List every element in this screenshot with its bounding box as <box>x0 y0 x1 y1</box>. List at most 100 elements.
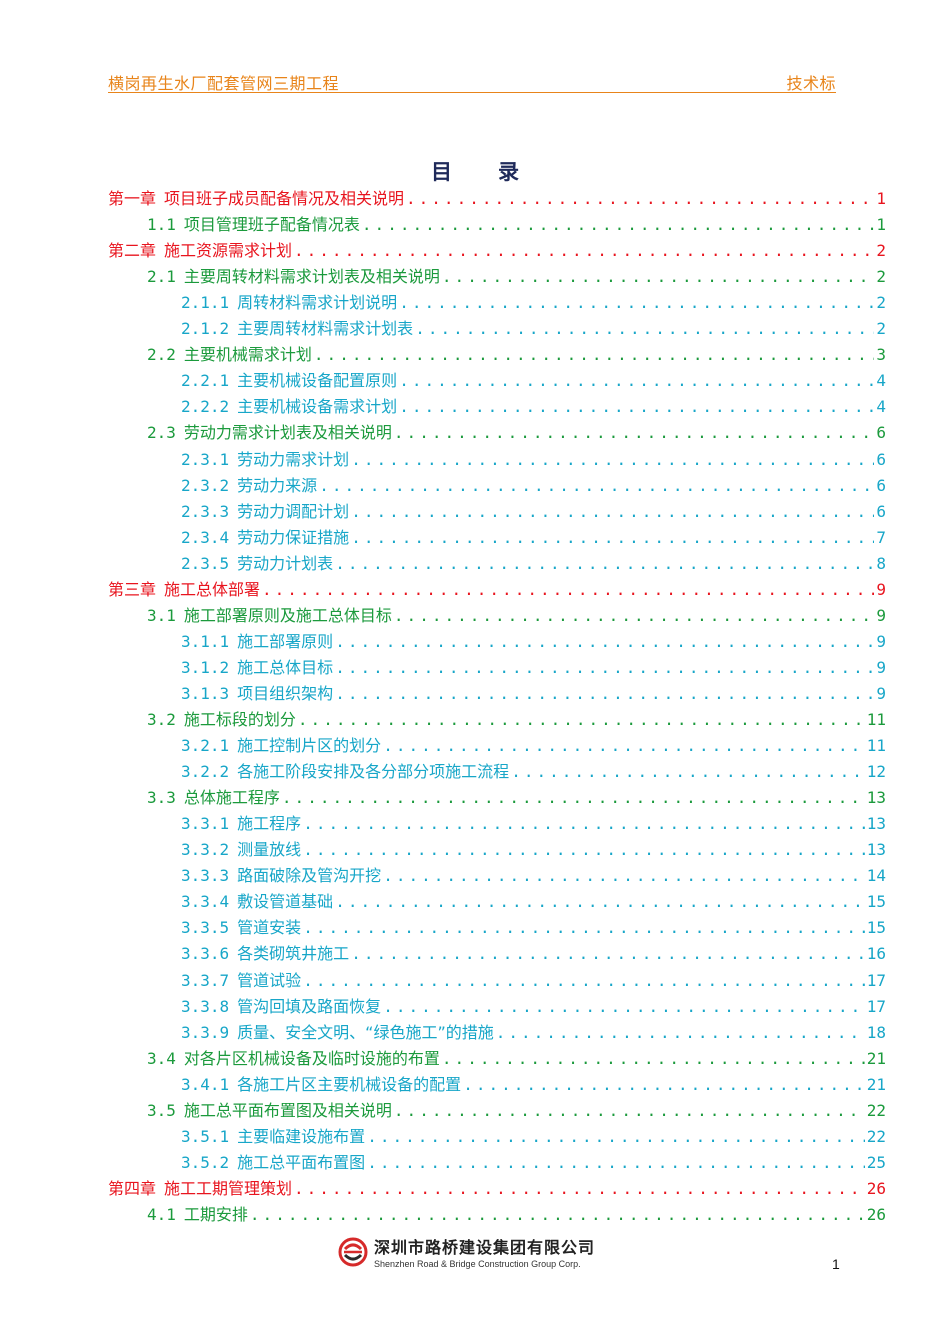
toc-entry[interactable]: 2.3.5 劳动力计划表 8 <box>181 553 886 577</box>
toc-entry[interactable]: 2.3.3 劳动力调配计划 6 <box>181 501 886 525</box>
toc-entry-number: 4.1 <box>147 1204 176 1224</box>
toc-entry-page: 11 <box>866 736 886 756</box>
toc-entry[interactable]: 3.1.2 施工总体目标 9 <box>181 657 886 681</box>
toc-entry[interactable]: 2.3.2 劳动力来源 6 <box>181 475 886 499</box>
toc-entry-title: 各类砌筑井施工 <box>237 944 350 964</box>
toc-entry-page: 13 <box>866 840 886 860</box>
toc-dot-leader <box>367 1126 865 1148</box>
toc-entry-number: 3.3.1 <box>181 814 230 834</box>
toc-entry-number: 2.3 <box>147 423 176 443</box>
toc-entry-number: 3.4.1 <box>181 1074 230 1094</box>
toc-entry-title: 主要临建设施布置 <box>237 1126 366 1146</box>
toc-entry-number: 2.3.4 <box>181 527 230 547</box>
toc-entry-page: 4 <box>876 397 886 417</box>
toc-entry[interactable]: 3.2.2 各施工阶段安排及各分部分项施工流程 12 <box>181 761 886 785</box>
toc-entry-title: 主要机械设备需求计划 <box>237 397 398 417</box>
toc-entry[interactable]: 3.1 施工部署原则及施工总体目标 9 <box>147 605 886 629</box>
toc-entry[interactable]: 3.5.2 施工总平面布置图 25 <box>181 1152 886 1176</box>
toc-entry-page: 2 <box>876 293 886 313</box>
toc-entry-number: 3.1.1 <box>181 631 230 651</box>
toc-entry[interactable]: 3.5 施工总平面布置图及相关说明 22 <box>147 1100 886 1124</box>
toc-entry-title: 管道试验 <box>237 970 302 990</box>
toc-entry-number: 3.2 <box>147 710 176 729</box>
toc-dot-leader <box>442 1048 865 1070</box>
toc-entry-title: 施工总体部署 <box>164 579 261 599</box>
toc-entry[interactable]: 3.3.1 施工程序 13 <box>181 813 886 837</box>
toc-entry-page: 9 <box>876 631 886 651</box>
toc-entry[interactable]: 1.1 项目管理班子配备情况表 1 <box>147 214 886 238</box>
toc-entry-title: 施工总平面布置图 <box>237 1152 366 1172</box>
toc-entry[interactable]: 3.4 对各片区机械设备及临时设施的布置 21 <box>147 1048 886 1072</box>
toc-entry-number: 3.5.2 <box>181 1152 230 1172</box>
toc-dot-leader <box>399 370 874 392</box>
toc-entry-page: 9 <box>876 579 886 599</box>
toc-entry[interactable]: 3.3.7 管道试验 17 <box>181 970 886 994</box>
toc-entry[interactable]: 2.1.1 周转材料需求计划说明 2 <box>181 292 886 316</box>
toc-entry[interactable]: 2.3 劳动力需求计划表及相关说明 6 <box>147 422 886 446</box>
toc-entry[interactable]: 2.2 主要机械需求计划 3 <box>147 344 886 368</box>
toc-entry-number: 3.3.5 <box>181 918 230 938</box>
toc-entry[interactable]: 2.2.2 主要机械设备需求计划 4 <box>181 396 886 420</box>
toc-dot-leader <box>351 943 865 965</box>
toc-entry-number: 第二章 <box>108 241 157 261</box>
toc-entry-page: 9 <box>876 683 886 703</box>
toc-entry-title: 施工部署原则及施工总体目标 <box>183 605 392 625</box>
toc-dot-leader <box>294 240 874 262</box>
toc-entry[interactable]: 3.3.3 路面破除及管沟开挖 14 <box>181 865 886 889</box>
toc-entry-title: 施工部署原则 <box>237 631 334 651</box>
toc-dot-leader <box>319 475 874 497</box>
toc-entry-title: 项目管理班子配备情况表 <box>183 215 360 235</box>
toc-entry-title: 劳动力来源 <box>237 475 318 495</box>
toc-dot-leader <box>406 188 874 210</box>
toc-dot-leader <box>335 683 874 705</box>
toc-dot-leader <box>250 1204 865 1226</box>
company-logo: 深圳市路桥建设集团有限公司 Shenzhen Road & Bridge Con… <box>338 1234 595 1269</box>
toc-entry-number: 2.3.2 <box>181 475 230 495</box>
toc-entry-page: 26 <box>866 1204 886 1224</box>
toc-entry[interactable]: 2.3.1 劳动力需求计划 6 <box>181 449 886 473</box>
toc-dot-leader <box>394 422 874 444</box>
toc-entry[interactable]: 3.1.1 施工部署原则 9 <box>181 631 886 655</box>
toc-entry[interactable]: 3.1.3 项目组织架构 9 <box>181 683 886 707</box>
toc-entry-number: 第一章 <box>108 189 157 208</box>
toc-dot-leader <box>383 865 865 887</box>
toc-entry-title: 路面破除及管沟开挖 <box>237 866 382 886</box>
toc-entry[interactable]: 3.3.4 敷设管道基础 15 <box>181 891 886 915</box>
toc-entry-title: 主要机械设备配置原则 <box>237 371 398 391</box>
toc-entry[interactable]: 3.2 施工标段的划分 11 <box>147 709 886 733</box>
toc-entry[interactable]: 4.1 工期安排 26 <box>147 1204 886 1228</box>
toc-entry[interactable]: 3.4.1 各施工片区主要机械设备的配置 21 <box>181 1074 886 1098</box>
toc-entry[interactable]: 3.5.1 主要临建设施布置 22 <box>181 1126 886 1150</box>
toc-entry[interactable]: 2.2.1 主要机械设备配置原则 4 <box>181 370 886 394</box>
toc-dot-leader <box>367 1152 865 1174</box>
toc-dot-leader <box>399 396 874 418</box>
toc-entry[interactable]: 3.3.9 质量、安全文明、“绿色施工”的措施 18 <box>181 1022 886 1046</box>
page-header: 横岗再生水厂配套管网三期工程 技术标 <box>108 70 836 93</box>
toc-entry-number: 第四章 <box>108 1178 157 1198</box>
toc-entry-title: 主要周转材料需求计划表 <box>237 319 414 339</box>
toc-entry[interactable]: 3.3.5 管道安装 15 <box>181 917 886 941</box>
toc-entry-title: 劳动力调配计划 <box>237 501 350 521</box>
toc-dot-leader <box>294 1178 865 1200</box>
toc-entry[interactable]: 3.3.8 管沟回填及路面恢复 17 <box>181 996 886 1020</box>
toc-entry-number: 2.3.5 <box>181 553 230 573</box>
toc-entry[interactable]: 3.3 总体施工程序 13 <box>147 787 886 811</box>
toc-entry-number: 3.4 <box>147 1048 176 1068</box>
toc-entry[interactable]: 3.2.1 施工控制片区的划分 11 <box>181 735 886 759</box>
toc-entry[interactable]: 3.3.6 各类砌筑井施工 16 <box>181 943 886 967</box>
toc-dot-leader <box>362 214 874 236</box>
toc-entry-page: 4 <box>876 371 886 391</box>
toc-entry[interactable]: 3.3.2 测量放线 13 <box>181 839 886 863</box>
toc-entry[interactable]: 2.1 主要周转材料需求计划表及相关说明 2 <box>147 266 886 290</box>
toc-entry-page: 16 <box>866 944 886 964</box>
toc-entry[interactable]: 2.1.2 主要周转材料需求计划表 2 <box>181 318 886 342</box>
toc-entry[interactable]: 2.3.4 劳动力保证措施 7 <box>181 527 886 551</box>
toc-entry-title: 劳动力计划表 <box>237 553 334 573</box>
toc-entry-title: 周转材料需求计划说明 <box>237 293 398 313</box>
toc-entry-page: 11 <box>866 710 886 729</box>
toc-dot-leader <box>463 1074 865 1096</box>
